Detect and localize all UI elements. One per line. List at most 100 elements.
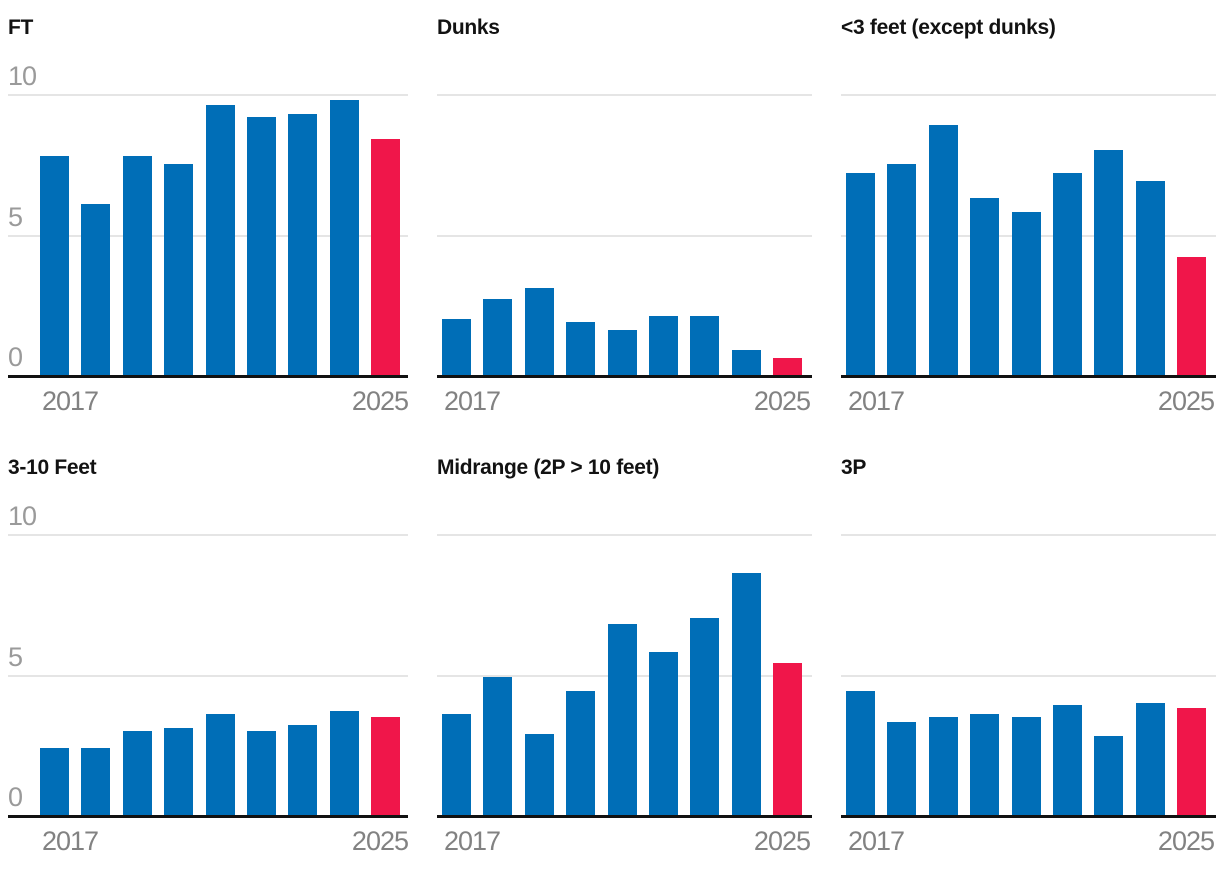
chart-panel-3-10-feet: 3-10 Feet 10 5 0 2017 2025 <box>8 448 409 858</box>
bar-2017 <box>442 318 471 375</box>
gridline-10 <box>437 534 812 536</box>
bar-2023 <box>1094 736 1124 815</box>
bar-2019 <box>122 730 152 815</box>
bar-2019 <box>524 287 554 375</box>
bar-2020 <box>970 198 1000 375</box>
bar-2022 <box>1052 172 1082 375</box>
x-axis-tick-label: 2025 <box>753 386 811 416</box>
bar-2019 <box>524 733 554 815</box>
bar-2024 <box>731 573 761 815</box>
bar-2020 <box>164 727 194 815</box>
bar-2025-highlighted <box>1177 708 1206 815</box>
x-axis-tick-label: 2025 <box>1157 386 1215 416</box>
gridline-10 <box>437 94 812 96</box>
bar-2023 <box>288 725 318 815</box>
gridline-10 <box>841 534 1216 536</box>
y-axis-tick-label: 10 <box>8 61 37 91</box>
bar-2018 <box>483 677 513 815</box>
bar-2023 <box>288 113 318 375</box>
bar-2024 <box>329 711 359 815</box>
x-axis-labels: 2017 2025 <box>42 826 409 856</box>
plot-area <box>437 534 812 818</box>
bar-2023 <box>690 316 720 375</box>
bar-2022 <box>246 116 276 375</box>
panel-title: Midrange (2P > 10 feet) <box>437 456 660 479</box>
bar-2021 <box>205 105 235 375</box>
bar-2019 <box>122 155 152 375</box>
bar-2025-highlighted <box>773 663 802 815</box>
x-axis-tick-label: 2017 <box>848 826 905 856</box>
x-axis-tick-label: 2017 <box>444 386 501 416</box>
x-axis-labels: 2017 2025 <box>42 386 409 416</box>
bar-2018 <box>887 722 917 815</box>
bar-2025-highlighted <box>773 358 802 375</box>
bar-2021 <box>1011 716 1041 815</box>
plot-area: 10 5 0 <box>8 503 408 818</box>
bars-group <box>442 534 802 815</box>
gridline-5 <box>841 674 1216 677</box>
bar-2025-highlighted <box>371 139 400 375</box>
plot-area: 10 5 0 <box>8 63 408 378</box>
x-axis-tick-label: 2025 <box>351 826 409 856</box>
bar-2017 <box>846 172 875 375</box>
bar-2021 <box>205 713 235 815</box>
plot-area <box>841 534 1216 818</box>
x-axis-tick-label: 2025 <box>1157 826 1215 856</box>
bars-group <box>40 534 400 815</box>
bar-2021 <box>607 623 637 815</box>
bars-group <box>846 534 1206 815</box>
y-axis-tick-label: 5 <box>8 201 23 232</box>
gridline-10 <box>841 94 1216 96</box>
bar-2018 <box>81 747 111 815</box>
bar-2023 <box>1094 150 1124 375</box>
chart-panel-3-feet-except-dunks: <3 feet (except dunks) 2017 2025 <box>841 8 1216 418</box>
x-axis-labels: 2017 2025 <box>848 826 1215 856</box>
bar-2024 <box>329 99 359 375</box>
bars-group <box>40 94 400 375</box>
bar-2017 <box>40 747 69 815</box>
bars-group <box>846 94 1206 375</box>
bar-2024 <box>731 349 761 375</box>
panel-title: 3P <box>841 456 867 479</box>
bar-2023 <box>690 618 720 815</box>
x-axis-tick-label: 2017 <box>848 386 905 416</box>
panel-title: Dunks <box>437 16 500 39</box>
chart-panel-dunks: Dunks 2017 2025 <box>437 8 812 418</box>
bar-2018 <box>483 299 513 375</box>
bar-2020 <box>164 164 194 375</box>
x-axis-tick-label: 2017 <box>444 826 501 856</box>
x-axis-labels: 2017 2025 <box>444 386 811 416</box>
bar-2020 <box>566 321 596 375</box>
gridline-5 <box>8 674 408 677</box>
panel-title: FT <box>8 16 34 39</box>
bar-2024 <box>1135 181 1165 375</box>
bar-2022 <box>246 730 276 815</box>
bar-2022 <box>1052 705 1082 815</box>
y-axis-tick-label: 10 <box>8 501 37 531</box>
bars-group <box>442 94 802 375</box>
chart-panel-ft: FT 10 5 0 2017 2025 <box>8 8 409 418</box>
bar-2025-highlighted <box>1177 257 1206 375</box>
x-axis-tick-label: 2017 <box>42 386 99 416</box>
bar-2022 <box>648 316 678 375</box>
bar-2025-highlighted <box>371 716 400 815</box>
bar-2021 <box>1011 212 1041 375</box>
bar-2019 <box>928 124 958 375</box>
x-axis-tick-label: 2025 <box>753 826 811 856</box>
bar-2020 <box>970 713 1000 815</box>
bar-2020 <box>566 691 596 815</box>
bar-2018 <box>81 203 111 375</box>
gridline-5 <box>437 234 812 237</box>
bar-2024 <box>1135 702 1165 815</box>
gridline-10 <box>8 94 408 96</box>
panel-title: 3-10 Feet <box>8 456 97 479</box>
x-axis-labels: 2017 2025 <box>444 826 811 856</box>
chart-panel-3p: 3P 2017 2025 <box>841 448 1216 858</box>
y-axis-tick-label: 0 <box>8 342 23 372</box>
bar-2021 <box>607 330 637 375</box>
plot-area <box>437 94 812 378</box>
x-axis-tick-label: 2025 <box>351 386 409 416</box>
bar-2022 <box>648 652 678 815</box>
y-axis-tick-label: 0 <box>8 782 23 812</box>
